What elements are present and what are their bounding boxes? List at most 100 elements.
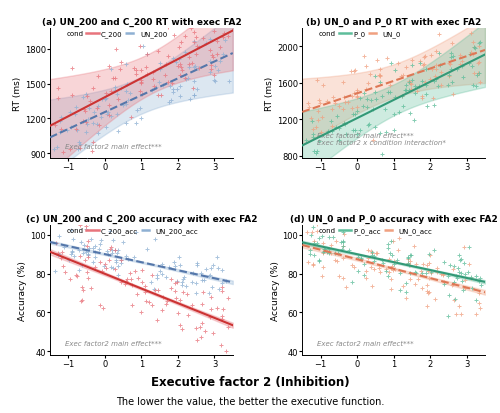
Point (309, 126, 317, 133)
Point (398, 73, 406, 79)
Point (411, 281, 419, 287)
Point (143, 52, 151, 58)
Point (318, 129, 326, 136)
Point (170, 32, 178, 39)
Point (340, 231, 348, 237)
Point (216, 45, 224, 51)
Point (356, 95, 364, 102)
Point (362, 268, 370, 275)
Point (472, 46, 480, 52)
Point (151, 287, 159, 294)
Point (96, 237, 104, 244)
Point (476, 275, 484, 282)
Point (335, 138, 343, 144)
Point (458, 64, 466, 70)
Point (354, 90, 362, 96)
Point (174, 310, 182, 317)
Point (404, 79, 412, 85)
Point (85, 105, 93, 112)
Point (431, 74, 439, 80)
Point (200, 277, 208, 283)
Point (362, 275, 370, 282)
Point (178, 279, 186, 286)
Point (396, 287, 404, 293)
Point (213, 254, 221, 261)
Point (105, 102, 113, 109)
Point (86, 98, 94, 104)
Point (208, 330, 216, 337)
Point (173, 87, 181, 93)
Point (127, 114, 135, 121)
Point (376, 79, 384, 86)
Point (406, 252, 413, 259)
Point (198, 320, 205, 326)
Point (210, 78, 218, 85)
Point (398, 94, 406, 100)
Point (136, 68, 144, 75)
Point (214, 68, 222, 74)
Point (182, 292, 190, 298)
Point (339, 80, 347, 86)
Point (444, 273, 452, 280)
Point (133, 108, 141, 114)
Point (319, 82, 327, 89)
Point (201, 328, 209, 335)
Point (335, 104, 343, 110)
Point (310, 148, 318, 155)
Point (408, 77, 416, 84)
Point (218, 280, 226, 287)
Point (97, 114, 105, 121)
Point (198, 277, 206, 283)
Point (447, 51, 455, 57)
Point (476, 305, 484, 312)
Point (104, 251, 112, 258)
Point (151, 236, 159, 243)
Point (60, 263, 68, 270)
Point (387, 286, 395, 292)
Point (166, 99, 173, 106)
Point (185, 64, 193, 71)
Point (83, 121, 91, 128)
Point (52, 268, 60, 275)
Point (448, 79, 456, 86)
Point (468, 64, 476, 70)
Point (54, 252, 62, 259)
Point (466, 52, 473, 59)
Point (313, 221, 321, 228)
Point (340, 95, 347, 102)
Point (84, 275, 92, 282)
Point (376, 73, 384, 80)
Point (340, 256, 347, 262)
Point (110, 84, 118, 91)
Point (218, 288, 226, 295)
Point (106, 244, 114, 251)
Point (194, 262, 202, 269)
Point (52, 240, 60, 247)
Text: Exec factor2 main effect***: Exec factor2 main effect*** (317, 340, 414, 346)
Point (385, 269, 393, 275)
Point (433, 265, 441, 272)
Point (112, 257, 120, 263)
Point (208, 265, 216, 272)
Point (162, 62, 170, 68)
Point (218, 52, 226, 58)
Point (353, 132, 361, 138)
Point (154, 275, 162, 282)
Point (111, 87, 119, 94)
Point (111, 247, 119, 254)
Point (332, 258, 340, 264)
Point (128, 302, 136, 309)
Point (440, 272, 448, 278)
Point (178, 282, 186, 289)
Point (319, 250, 327, 257)
Point (192, 280, 200, 287)
Point (438, 271, 446, 278)
Point (176, 261, 184, 268)
Point (171, 288, 179, 295)
Point (454, 265, 462, 272)
Point (220, 31, 228, 37)
Point (131, 268, 139, 275)
Point (164, 54, 172, 60)
Point (386, 83, 394, 89)
Point (77, 298, 85, 305)
